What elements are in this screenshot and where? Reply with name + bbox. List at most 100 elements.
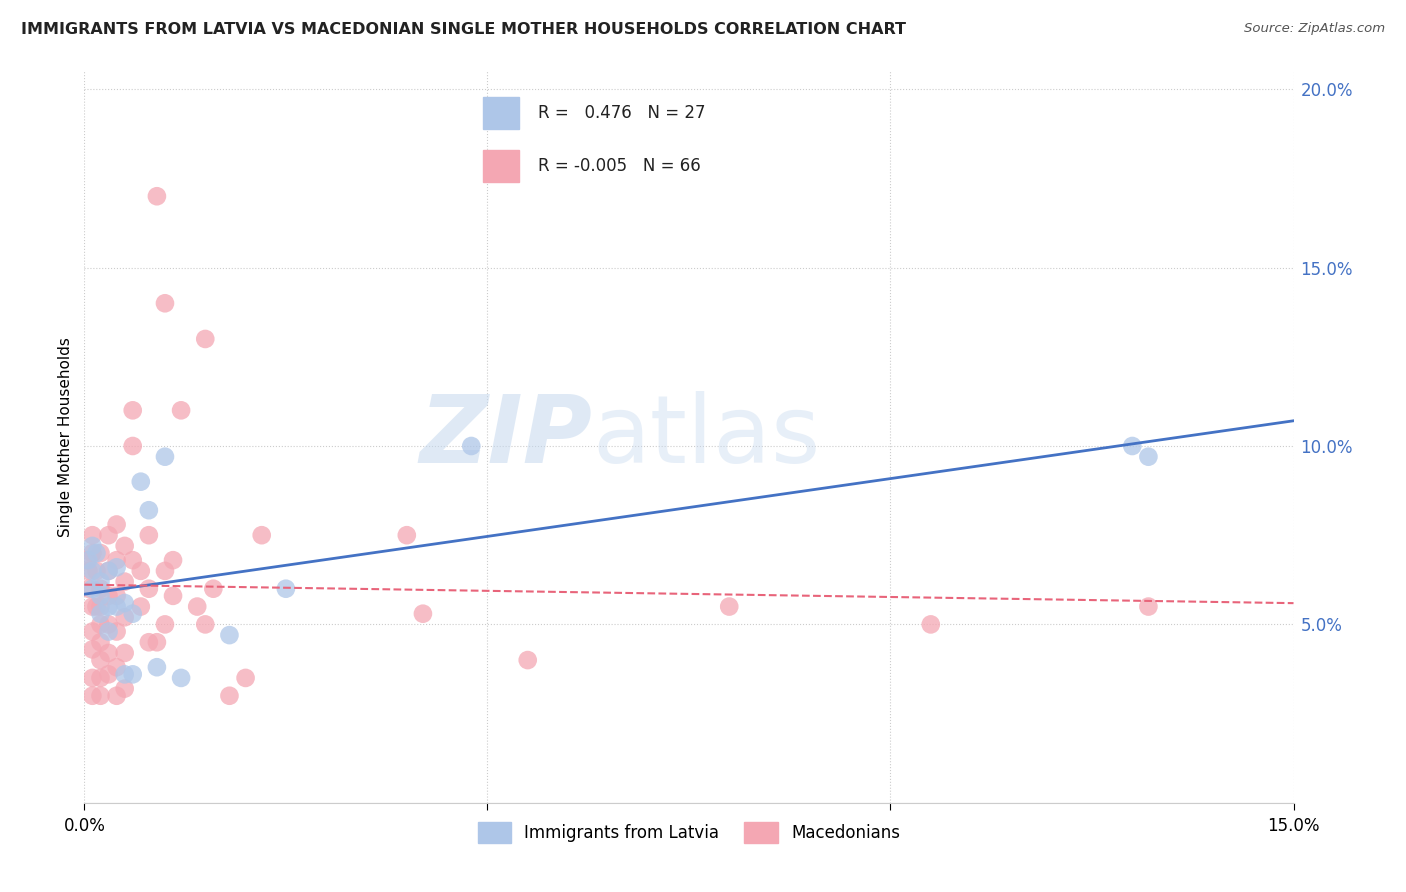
Point [153, 296, 176, 310]
Point [82, 671, 104, 685]
Point [97, 624, 120, 639]
Point [77, 553, 100, 567]
Point [718, 599, 741, 614]
Point [82, 599, 104, 614]
Point [89, 589, 111, 603]
Legend: Immigrants from Latvia, Macedonians: Immigrants from Latvia, Macedonians [471, 815, 907, 849]
Point [82, 539, 104, 553]
Point [89, 689, 111, 703]
Point [1137, 450, 1160, 464]
Point [202, 582, 225, 596]
Point [153, 564, 176, 578]
Point [146, 635, 169, 649]
Point [86, 564, 108, 578]
Point [460, 439, 482, 453]
Point [114, 667, 136, 681]
Point [82, 624, 104, 639]
Text: R = -0.005   N = 66: R = -0.005 N = 66 [537, 157, 700, 175]
Point [105, 553, 128, 567]
Point [153, 617, 176, 632]
Text: R =   0.476   N = 27: R = 0.476 N = 27 [537, 103, 704, 121]
Point [129, 475, 152, 489]
Text: atlas: atlas [592, 391, 821, 483]
Point [86, 599, 108, 614]
FancyBboxPatch shape [484, 150, 519, 182]
Point [121, 607, 143, 621]
Point [146, 660, 169, 674]
Point [89, 546, 111, 560]
Point [153, 450, 176, 464]
Point [235, 671, 257, 685]
Point [105, 660, 128, 674]
Point [162, 589, 184, 603]
Point [86, 546, 108, 560]
Point [114, 646, 136, 660]
Text: ZIP: ZIP [419, 391, 592, 483]
Point [186, 599, 208, 614]
Point [114, 539, 136, 553]
Point [274, 582, 297, 596]
Point [170, 403, 193, 417]
Text: IMMIGRANTS FROM LATVIA VS MACEDONIAN SINGLE MOTHER HOUSEHOLDS CORRELATION CHART: IMMIGRANTS FROM LATVIA VS MACEDONIAN SIN… [21, 22, 905, 37]
Point [97, 667, 120, 681]
Point [82, 689, 104, 703]
Point [77, 564, 100, 578]
Point [89, 635, 111, 649]
Point [138, 582, 160, 596]
Point [920, 617, 942, 632]
Point [97, 599, 120, 614]
FancyBboxPatch shape [484, 96, 519, 129]
Point [412, 607, 434, 621]
Point [105, 599, 128, 614]
Point [1121, 439, 1143, 453]
Point [129, 599, 152, 614]
Point [218, 689, 240, 703]
Point [395, 528, 418, 542]
Point [82, 582, 104, 596]
Point [105, 589, 128, 603]
Point [114, 574, 136, 589]
Point [89, 607, 111, 621]
Point [218, 628, 240, 642]
Point [114, 681, 136, 696]
Point [146, 189, 169, 203]
Point [89, 574, 111, 589]
Point [121, 553, 143, 567]
Point [97, 528, 120, 542]
Point [97, 646, 120, 660]
Text: Source: ZipAtlas.com: Source: ZipAtlas.com [1244, 22, 1385, 36]
Point [97, 564, 120, 578]
Point [105, 517, 128, 532]
Y-axis label: Single Mother Households: Single Mother Households [58, 337, 73, 537]
Point [250, 528, 273, 542]
Point [1137, 599, 1160, 614]
Point [89, 653, 111, 667]
Point [170, 671, 193, 685]
Point [97, 589, 120, 603]
Point [121, 667, 143, 681]
Point [89, 671, 111, 685]
Point [105, 689, 128, 703]
Point [194, 332, 217, 346]
Point [121, 439, 143, 453]
Point [89, 599, 111, 614]
Point [82, 642, 104, 657]
Point [105, 624, 128, 639]
Point [114, 596, 136, 610]
Point [516, 653, 538, 667]
Point [138, 635, 160, 649]
Point [105, 560, 128, 574]
Point [82, 546, 104, 560]
Point [162, 553, 184, 567]
Point [129, 564, 152, 578]
Point [121, 403, 143, 417]
Point [114, 610, 136, 624]
Point [82, 564, 104, 578]
Point [194, 617, 217, 632]
Point [138, 503, 160, 517]
Point [97, 564, 120, 578]
Point [82, 528, 104, 542]
Point [97, 617, 120, 632]
Point [89, 617, 111, 632]
Point [77, 582, 100, 596]
